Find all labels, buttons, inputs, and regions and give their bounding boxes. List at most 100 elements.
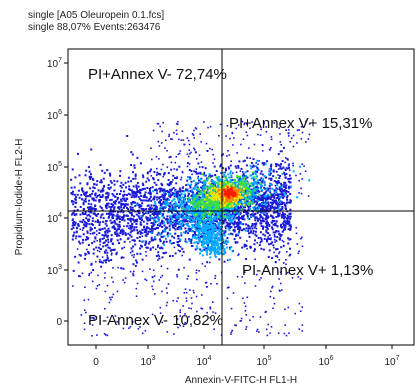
- event-dot: [265, 328, 268, 331]
- event-dot: [120, 206, 123, 209]
- event-dot: [271, 205, 273, 208]
- event-dot: [223, 248, 226, 251]
- event-dot: [232, 201, 235, 204]
- event-dot: [280, 223, 282, 226]
- event-dot: [228, 211, 231, 214]
- event-dot: [255, 208, 257, 210]
- event-dot: [274, 255, 277, 257]
- event-dot: [161, 130, 163, 133]
- event-dot: [179, 315, 181, 317]
- event-dot: [201, 308, 204, 310]
- event-dot: [254, 258, 256, 261]
- event-dot: [190, 238, 193, 241]
- event-dot: [287, 222, 290, 225]
- event-dot: [179, 311, 181, 313]
- event-dot: [282, 146, 285, 149]
- event-dot: [177, 326, 179, 329]
- event-dot: [149, 268, 151, 270]
- event-dot: [264, 162, 267, 165]
- event-dot: [266, 334, 269, 337]
- event-dot: [245, 211, 248, 214]
- event-dot: [141, 258, 144, 261]
- event-dot: [253, 194, 256, 197]
- event-dot: [161, 184, 164, 187]
- event-dot: [76, 248, 79, 250]
- event-dot: [281, 206, 284, 208]
- event-dot: [206, 261, 209, 264]
- event-dot: [112, 217, 114, 220]
- event-dot: [206, 178, 209, 181]
- event-dot: [171, 218, 174, 221]
- event-dot: [160, 231, 163, 234]
- event-dot: [216, 220, 218, 223]
- event-dot: [300, 192, 303, 195]
- event-dot: [135, 226, 138, 229]
- event-dot: [210, 222, 213, 225]
- event-dot: [135, 184, 138, 187]
- event-dot: [187, 232, 190, 235]
- event-dot: [221, 253, 224, 256]
- event-dot: [78, 235, 81, 238]
- event-dot: [288, 332, 290, 334]
- event-dot: [121, 230, 124, 233]
- event-dot: [130, 212, 133, 214]
- event-dot: [171, 193, 174, 196]
- event-dot: [284, 213, 287, 216]
- event-dot: [161, 256, 164, 259]
- event-dot: [210, 235, 213, 238]
- event-dot: [283, 226, 286, 229]
- event-dot: [238, 185, 241, 188]
- event-dot: [202, 195, 205, 198]
- event-dot: [164, 198, 167, 201]
- event-dot: [205, 195, 208, 198]
- event-dot: [223, 260, 226, 263]
- event-dot: [235, 233, 238, 236]
- event-dot: [282, 201, 285, 204]
- event-dot: [144, 196, 147, 198]
- event-dot: [252, 213, 255, 216]
- event-dot: [129, 220, 132, 223]
- event-dot: [149, 170, 152, 173]
- event-dot: [269, 295, 272, 298]
- event-dot: [270, 165, 272, 168]
- event-dot: [113, 207, 116, 210]
- event-dot: [281, 201, 284, 204]
- event-dot: [70, 192, 73, 194]
- event-dot: [153, 220, 156, 223]
- event-dot: [91, 280, 94, 283]
- event-dot: [190, 307, 192, 310]
- event-dot: [212, 231, 215, 234]
- event-dot: [119, 185, 122, 187]
- event-dot: [176, 133, 178, 135]
- event-dot: [111, 221, 114, 224]
- event-dot: [169, 215, 172, 218]
- event-dot: [266, 201, 269, 204]
- event-dot: [230, 246, 233, 249]
- event-dot: [305, 141, 307, 143]
- event-dot: [209, 249, 212, 252]
- event-dot: [143, 194, 146, 197]
- event-dot: [87, 251, 90, 253]
- event-dot: [181, 247, 184, 250]
- event-dot: [196, 202, 198, 205]
- event-dot: [211, 229, 214, 232]
- event-dot: [262, 248, 265, 251]
- event-dot: [210, 215, 213, 218]
- event-dot: [192, 197, 195, 200]
- event-dot: [130, 180, 133, 183]
- event-dot: [195, 245, 198, 248]
- event-dot: [262, 199, 265, 202]
- event-dot: [283, 171, 286, 174]
- event-dot: [194, 205, 197, 208]
- event-dot: [73, 231, 76, 234]
- event-dot: [142, 184, 145, 187]
- event-dot: [166, 166, 169, 169]
- event-dot: [246, 240, 248, 242]
- event-dot: [239, 177, 242, 180]
- event-dot: [191, 189, 193, 192]
- event-dot: [270, 193, 273, 196]
- event-dot: [199, 173, 202, 175]
- event-dot: [93, 187, 96, 190]
- event-dot: [142, 187, 145, 190]
- event-dot: [207, 201, 210, 204]
